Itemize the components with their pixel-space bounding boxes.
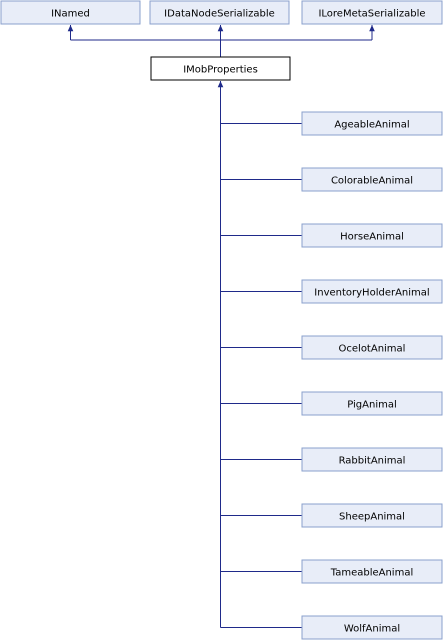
node-ocelotanimal[interactable]: OcelotAnimal [301,335,443,360]
node-label-colorableanimal: ColorableAnimal [331,176,413,187]
node-label-wolfanimal: WolfAnimal [344,624,400,635]
node-label-tameableanimal: TameableAnimal [330,568,414,579]
node-label-imobproperties: IMobProperties [183,65,258,76]
node-ageableanimal[interactable]: AgeableAnimal [301,111,443,136]
node-colorableanimal[interactable]: ColorableAnimal [301,167,443,192]
node-label-inamed: INamed [51,9,90,20]
node-label-inventoryholderanimal: InventoryHolderAnimal [314,288,429,299]
node-horseanimal[interactable]: HorseAnimal [301,223,443,248]
node-idatanodeserializable[interactable]: IDataNodeSerializable [149,0,290,25]
node-sheepanimal[interactable]: SheepAnimal [301,503,443,528]
node-label-rabbitanimal: RabbitAnimal [339,456,406,467]
node-label-iloremetaserializable: ILoreMetaSerializable [318,9,425,20]
node-rabbitanimal[interactable]: RabbitAnimal [301,447,443,472]
node-wolfanimal[interactable]: WolfAnimal [301,615,443,640]
node-label-horseanimal: HorseAnimal [340,232,404,243]
node-inamed[interactable]: INamed [0,0,141,25]
node-iloremetaserializable[interactable]: ILoreMetaSerializable [301,0,443,25]
node-tameableanimal[interactable]: TameableAnimal [301,559,443,584]
node-label-idatanodeserializable: IDataNodeSerializable [164,9,275,20]
node-label-sheepanimal: SheepAnimal [339,512,405,523]
node-inventoryholderanimal[interactable]: InventoryHolderAnimal [301,279,443,304]
node-label-ocelotanimal: OcelotAnimal [339,344,406,355]
inheritance-edges [67,25,375,628]
node-piganimal[interactable]: PigAnimal [301,391,443,416]
node-label-piganimal: PigAnimal [347,400,397,411]
node-label-ageableanimal: AgeableAnimal [334,120,409,131]
node-imobproperties[interactable]: IMobProperties [150,56,291,81]
